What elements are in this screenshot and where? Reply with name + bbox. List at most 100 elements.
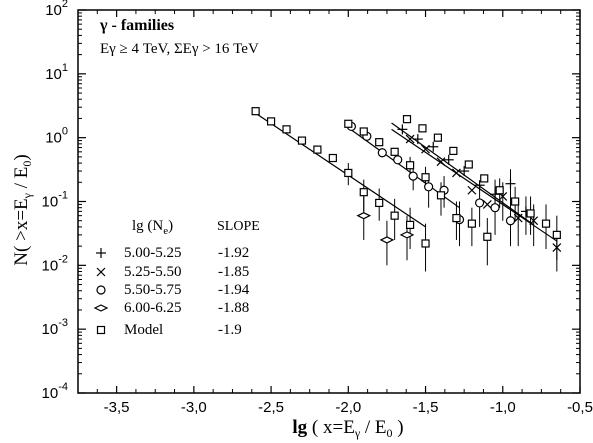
y-tick-label: 100 [45,126,68,147]
chart-title-line-2: Eγ ≥ 4 TeV, ΣEγ > 16 TeV [100,41,259,57]
data-point-square [433,133,442,142]
chart-title-line-1: γ - families [99,17,174,34]
data-point-square [375,198,384,208]
data-point-square [359,127,368,136]
data-point-square [421,239,430,248]
data-point-square [464,160,473,169]
legend-entry-label: Model [124,322,163,338]
legend: lg (Ne) SLOPE 5.00-5.25 -1.92 5.25-5.50 -1.85… [93,218,260,338]
data-point-square [436,191,446,200]
data-point-square [541,219,551,228]
legend-marker-diamond [93,304,109,312]
data-point-square [266,117,276,126]
legend-marker-square [96,325,106,335]
data-point-plus [474,180,485,191]
data-point-square [405,220,415,229]
y-tick-label: 102 [45,0,68,19]
data-point-cross [421,144,430,154]
legend-entry-label: 5.50-5.75 [124,282,182,298]
data-point-square [344,119,353,128]
data-point-cross [513,213,523,223]
data-point-circle [505,216,516,226]
data-point-square [359,188,368,197]
data-point-square [313,145,322,154]
data-point-square [511,197,520,206]
axis-ticks: -3,5 -3,0 -2,5 -2,0 -1,5 -1,0 -0,5 10-4 10-3 10-2… [42,0,593,416]
x-tick-label: -3,5 [104,399,130,416]
data-point-square [251,107,260,116]
y-tick-label: 101 [45,62,68,83]
data-points [251,107,562,252]
data-point-diamond [399,231,415,239]
data-point-cross [467,185,477,195]
x-tick-label: -1,0 [490,399,516,416]
data-point-diamond [356,211,372,220]
legend-entry-label: 6.00-6.25 [124,300,182,316]
x-axis-title: lg ( x=Eγ / E0 ) [292,417,403,440]
legend-entry-slope: -1.92 [218,245,249,261]
data-point-square [390,147,399,156]
data-point-square [375,138,384,147]
legend-marker-cross [96,267,106,277]
data-point-cross [552,243,562,252]
legend-entry-slope: -1.9 [218,322,242,338]
x-tick-label: -1,5 [413,399,439,416]
data-point-circle [408,171,418,181]
x-tick-label: -2,5 [258,399,284,416]
legend-marker-circle [96,285,106,295]
data-point-circle [475,198,485,208]
data-point-circle [490,203,500,213]
data-point-plus [428,141,439,152]
data-point-cross [405,134,415,144]
data-point-cross [529,216,539,226]
data-point-square [328,153,337,163]
data-point-square [495,186,504,195]
data-point-circle [377,148,387,158]
legend-entry-slope: -1.94 [218,282,250,298]
y-tick-label: 10-2 [42,253,68,274]
data-point-square [449,146,458,156]
data-point-plus [412,134,423,145]
legend-entry-slope: -1.85 [218,264,249,280]
data-point-cross [452,168,461,178]
legend-header-slope: SLOPE [217,219,260,234]
data-point-square [344,168,353,178]
data-point-cross [482,199,492,209]
data-point-plus [397,124,408,135]
legend-entry-label: 5.25-5.50 [124,264,182,280]
legend-header-label: lg (Ne) [132,218,173,237]
data-point-square [282,125,291,134]
fit-line [252,110,426,228]
y-axis-title: N( >x=Eγ / E0) [11,154,34,265]
data-point-square [402,115,412,124]
data-point-circle [393,155,403,165]
y-tick-label: 10-1 [42,190,68,211]
y-tick-label: 10-4 [42,381,68,402]
data-point-circle [424,182,434,192]
data-point-square [418,124,427,133]
x-tick-label: -2,0 [335,399,361,416]
data-point-square [390,211,399,220]
data-point-square [297,136,307,145]
y-tick-label: 10-3 [42,317,68,338]
data-point-plus [459,166,470,177]
data-point-square [483,232,492,241]
fit-line [391,122,535,226]
legend-entry-label: 5.00-5.25 [124,245,182,261]
data-point-square [480,174,489,183]
data-point-plus [505,178,516,189]
data-point-square [467,219,476,228]
data-point-diamond [379,236,395,244]
data-point-cross [436,157,446,167]
x-tick-label: -3,0 [181,399,207,416]
data-point-square [552,230,561,239]
data-point-square [421,173,430,182]
legend-entry-slope: -1.88 [218,300,249,316]
data-point-square [405,161,415,170]
data-point-plus [443,154,454,165]
data-point-square [452,213,461,223]
x-tick-label: -0,5 [567,399,593,416]
legend-marker-plus [96,248,106,258]
fit-line [391,128,558,242]
